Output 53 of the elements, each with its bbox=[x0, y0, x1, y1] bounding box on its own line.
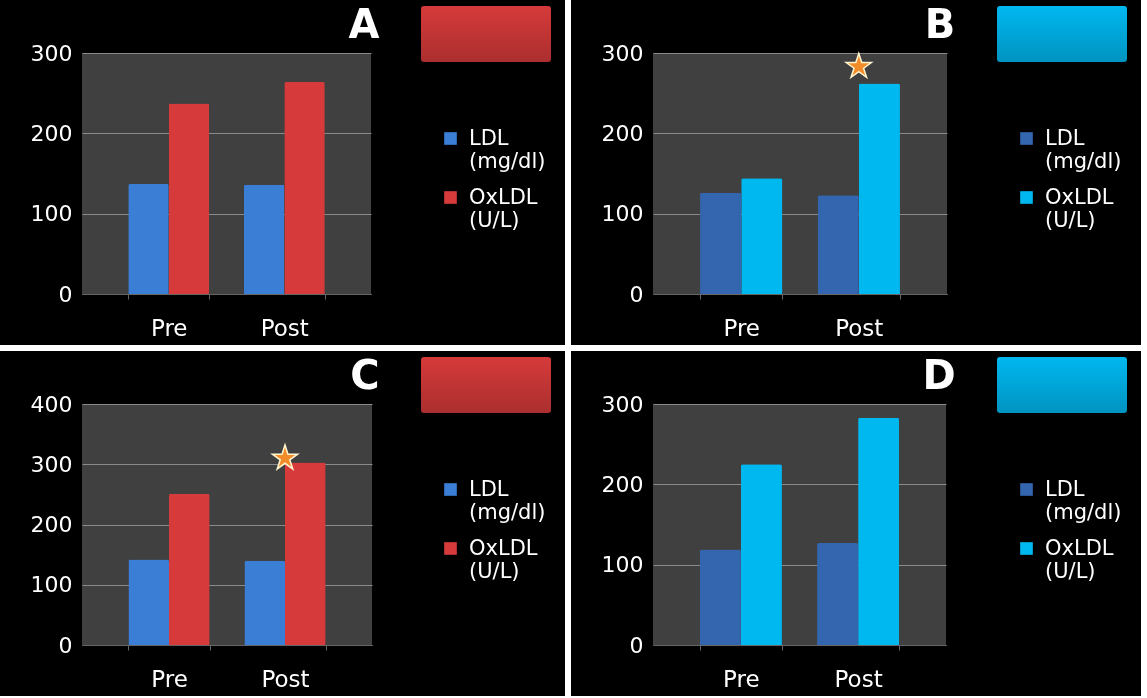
legend-label: LDL (mg/dl) bbox=[469, 125, 546, 173]
bar bbox=[285, 462, 326, 645]
chart-title: D bbox=[922, 352, 956, 398]
legend-label: OxLDL (U/L) bbox=[469, 535, 538, 583]
y-tick-label: 100 bbox=[601, 201, 644, 227]
legend-label: LDL (mg/dl) bbox=[469, 476, 546, 524]
x-tick-label: Pre bbox=[151, 665, 188, 692]
x-tick-label: Pre bbox=[150, 314, 188, 341]
bar bbox=[817, 195, 859, 294]
y-tick-label: 200 bbox=[601, 120, 644, 146]
x-tick-label: Pre bbox=[723, 665, 760, 692]
y-tick-label: 0 bbox=[629, 632, 644, 658]
bar bbox=[741, 178, 783, 294]
x-tick-label: Post bbox=[261, 665, 310, 692]
y-tick-label: 100 bbox=[30, 201, 73, 227]
bar bbox=[128, 559, 169, 645]
legend-label: LDL (mg/dl) bbox=[1045, 476, 1122, 524]
y-tick-label: 300 bbox=[30, 40, 73, 66]
bar bbox=[284, 81, 325, 294]
y-tick-label: 400 bbox=[30, 391, 73, 417]
bar bbox=[169, 493, 210, 645]
y-tick-label: 300 bbox=[30, 451, 73, 477]
y-tick-label: 300 bbox=[601, 391, 644, 417]
legend-label: OxLDL (U/L) bbox=[1045, 184, 1114, 232]
x-tick-label: Post bbox=[260, 314, 309, 341]
y-tick-label: 0 bbox=[629, 281, 644, 307]
legend-label: LDL (mg/dl) bbox=[1045, 125, 1122, 173]
y-tick-label: 300 bbox=[601, 40, 644, 66]
y-tick-label: 200 bbox=[30, 512, 73, 537]
x-tick-label: Post bbox=[834, 665, 883, 692]
x-tick-label: Pre bbox=[723, 314, 760, 341]
y-tick-label: 200 bbox=[601, 471, 644, 497]
bar bbox=[700, 192, 742, 294]
bar bbox=[858, 417, 900, 645]
y-tick-label: 200 bbox=[30, 120, 73, 146]
chart-title: C bbox=[350, 352, 380, 398]
bar bbox=[128, 183, 169, 294]
bar bbox=[243, 184, 285, 294]
y-tick-label: 0 bbox=[58, 281, 73, 307]
legend-label: OxLDL (U/L) bbox=[1045, 535, 1114, 583]
bar bbox=[817, 542, 859, 645]
bar bbox=[168, 103, 210, 294]
bar bbox=[244, 560, 285, 645]
chart-title: B bbox=[924, 1, 956, 47]
bar bbox=[740, 464, 782, 645]
x-tick-label: Post bbox=[835, 314, 884, 341]
y-tick-label: 100 bbox=[601, 552, 644, 578]
legend-label: OxLDL (U/L) bbox=[469, 184, 538, 232]
bar bbox=[858, 83, 900, 294]
y-tick-label: 0 bbox=[58, 632, 73, 658]
chart-title: A bbox=[348, 1, 380, 47]
bar bbox=[699, 549, 741, 645]
y-tick-label: 100 bbox=[30, 572, 73, 598]
